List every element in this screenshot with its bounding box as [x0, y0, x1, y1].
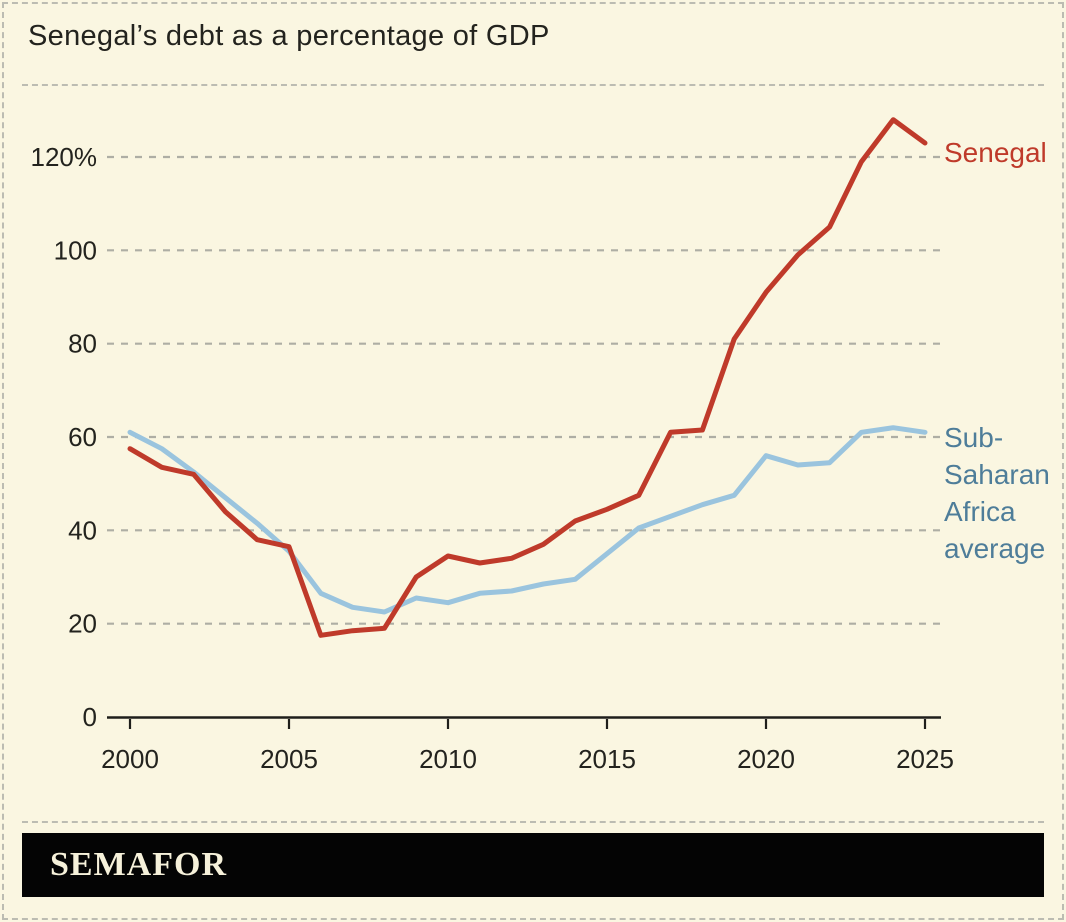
brand-bar: SEMAFOR [22, 833, 1044, 897]
series-line-senegal [127, 117, 928, 638]
separator-bottom [22, 821, 1044, 823]
series-label-africa: Sub- Saharan Africa average [944, 419, 1050, 567]
x-axis-tick-label: 2000 [101, 744, 159, 774]
y-axis-tick-label: 100 [54, 235, 97, 265]
series-label-africa-line3: Africa [944, 496, 1016, 527]
separator-top [22, 84, 1044, 86]
series-label-africa-line2: Saharan [944, 459, 1050, 490]
series-label-africa-line4: average [944, 533, 1046, 564]
series-line-sub-saharan-africa-average [127, 425, 928, 615]
semafor-logo: SEMAFOR [50, 846, 227, 883]
y-axis-tick-label: 20 [68, 609, 97, 639]
y-axis-tick-label: 40 [68, 515, 97, 545]
x-axis-tick-label: 2005 [260, 744, 318, 774]
y-axis-tick-label: 60 [68, 422, 97, 452]
x-axis-tick-label: 2010 [419, 744, 477, 774]
x-axis-tick-label: 2020 [737, 744, 795, 774]
y-axis-tick-label: 80 [68, 329, 97, 359]
series-label-senegal: Senegal [944, 137, 1047, 168]
chart-title: Senegal’s debt as a percentage of GDP [28, 20, 550, 52]
y-axis-tick-label: 0 [83, 702, 97, 732]
x-axis-tick-label: 2015 [578, 744, 636, 774]
x-axis-tick-label: 2025 [896, 744, 954, 774]
y-axis-tick-label: 120% [31, 142, 98, 172]
series-label-africa-line1: Sub- [944, 422, 1004, 453]
